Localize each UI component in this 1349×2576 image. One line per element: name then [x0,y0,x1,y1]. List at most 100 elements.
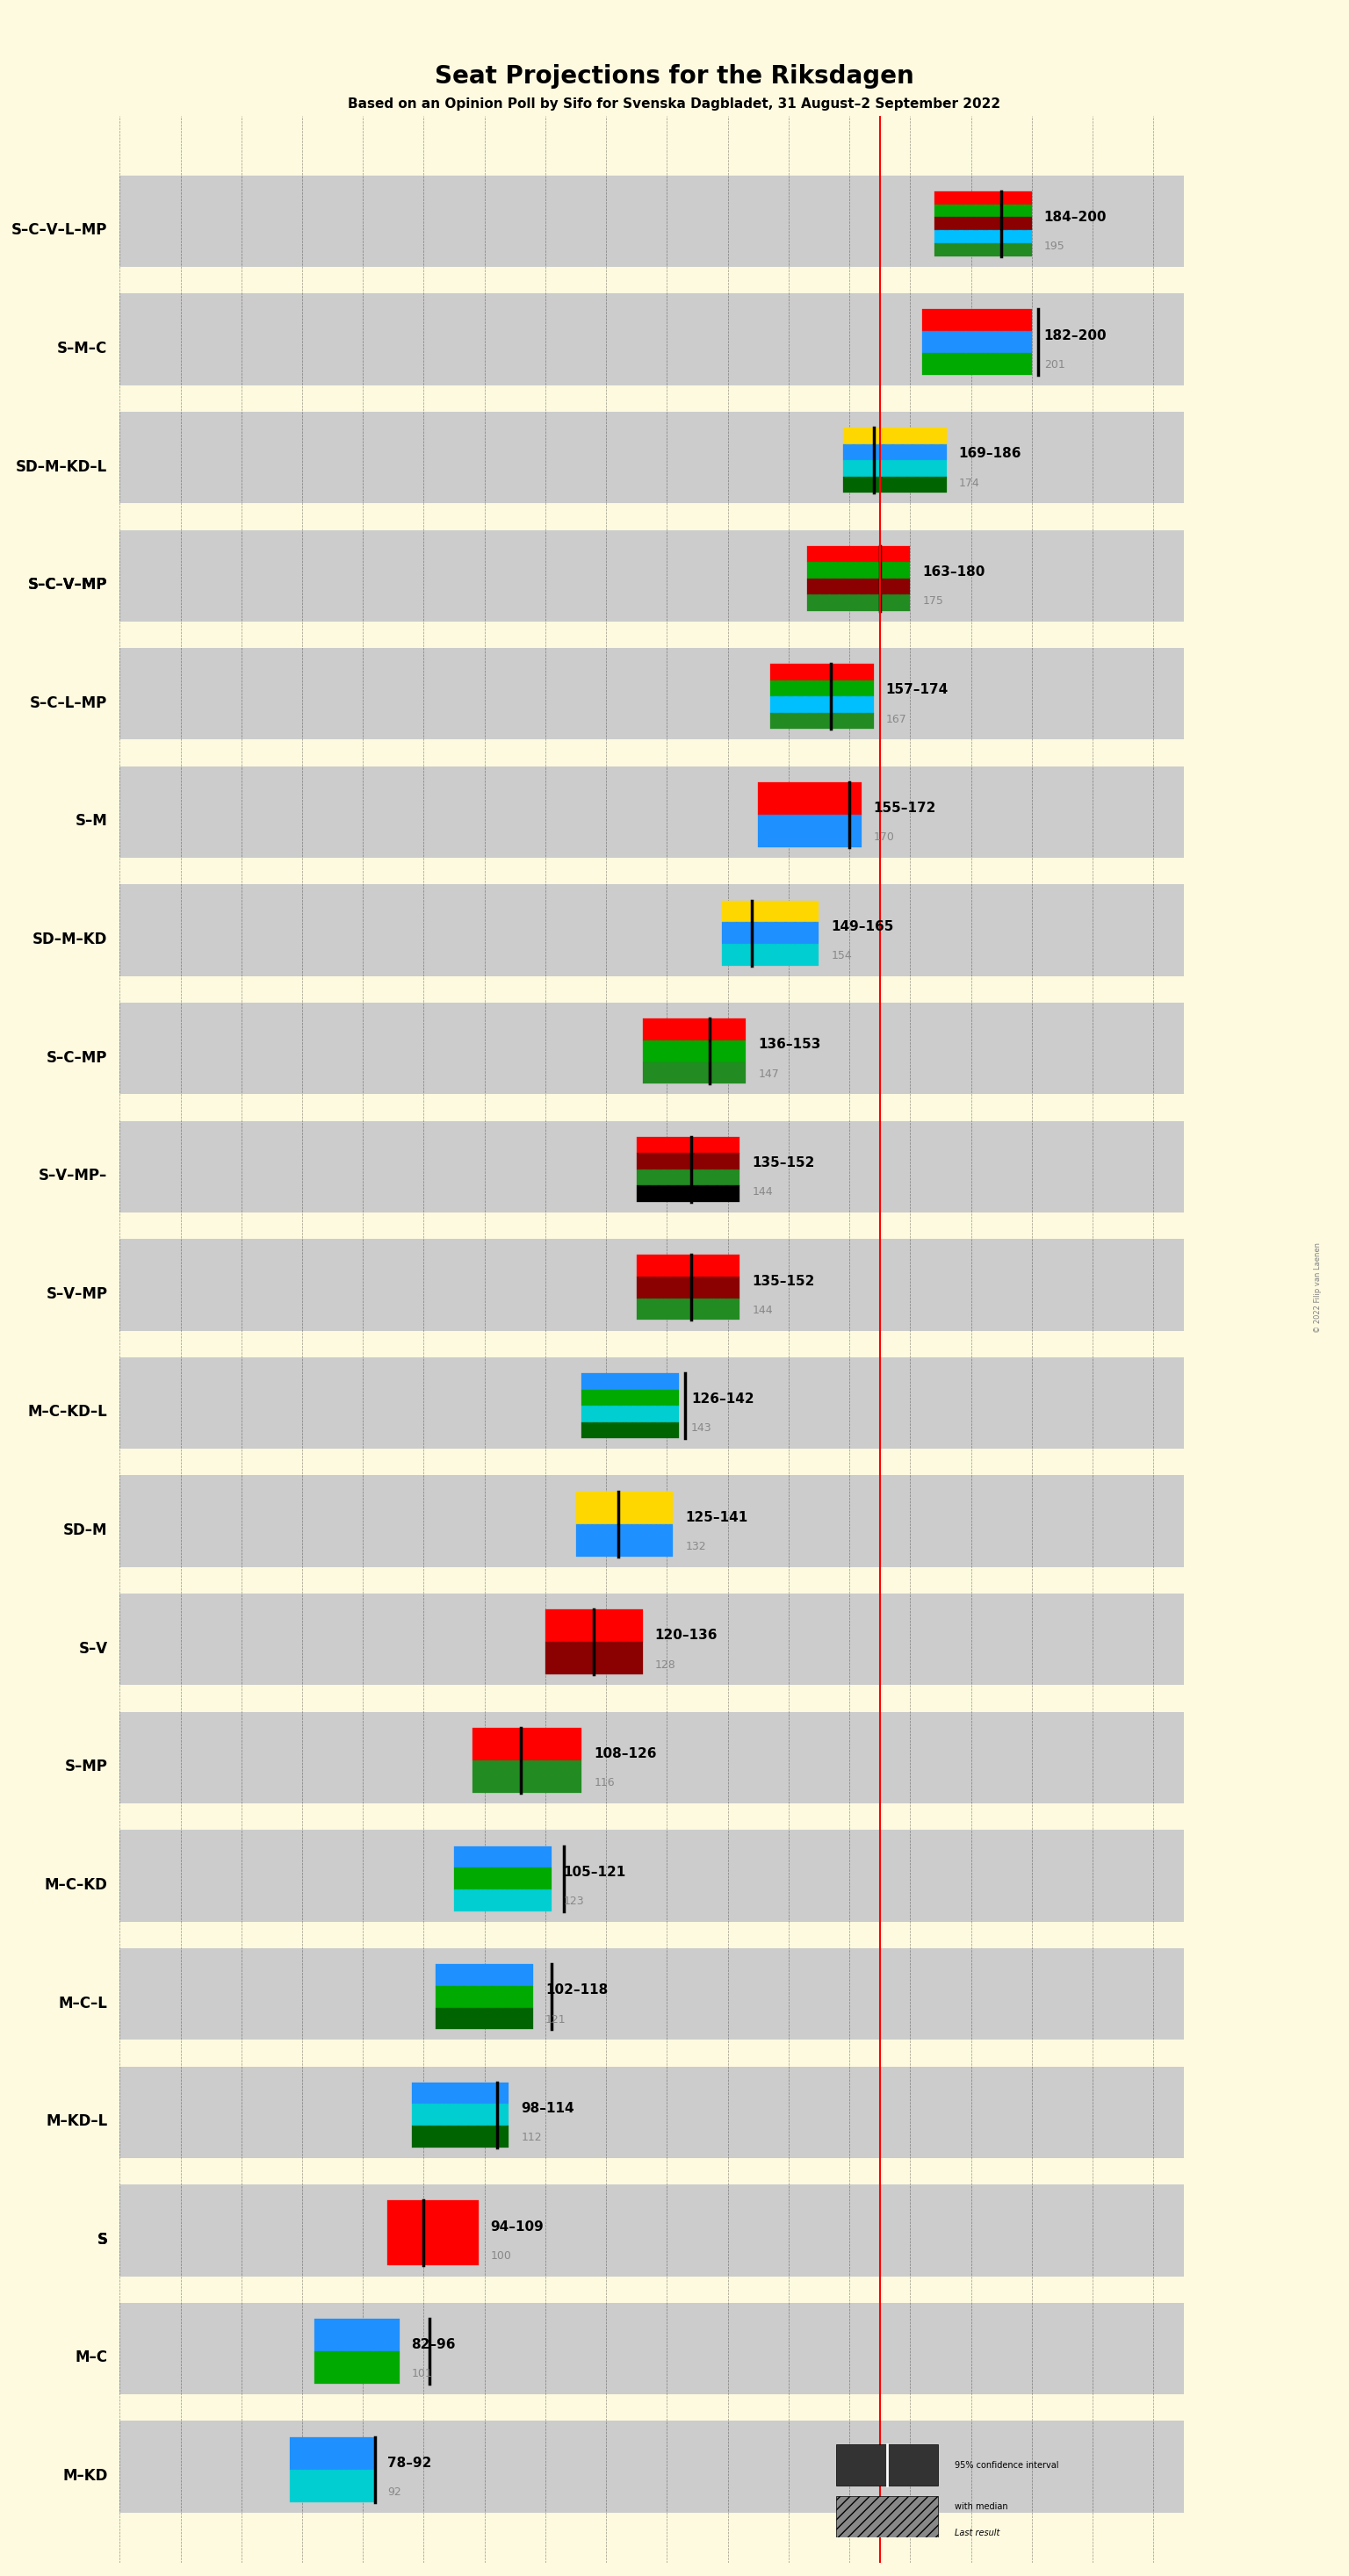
Bar [120,1947,1184,2040]
Bar [722,902,819,922]
Bar [387,2200,479,2264]
Text: 157–174: 157–174 [886,683,948,696]
Text: M–C–KD: M–C–KD [45,1878,108,1893]
Bar [758,783,862,814]
Bar [120,1121,1184,1213]
Text: 128: 128 [654,1659,676,1672]
Text: M–C: M–C [76,2349,108,2365]
Bar [758,814,862,848]
Text: S–C–V–MP: S–C–V–MP [28,577,108,592]
Bar [576,1492,673,1525]
Text: SD–M–KD–L: SD–M–KD–L [16,459,108,474]
Bar [120,2066,1184,2159]
Bar [843,461,947,477]
Bar [722,922,819,943]
Bar [472,1728,581,1759]
Bar [120,412,1184,502]
Text: 184–200: 184–200 [1044,211,1106,224]
Bar [642,1041,746,1061]
Bar [314,2352,399,2383]
Bar [581,1422,679,1437]
Bar [770,696,874,714]
Bar [935,242,1032,255]
Bar [758,814,862,848]
Bar [436,2007,533,2030]
Bar [722,902,819,922]
Bar [770,696,874,714]
Bar [642,1061,746,1084]
Text: S–M–C: S–M–C [57,340,108,355]
Bar [923,332,1032,353]
Bar [637,1255,739,1278]
Bar [576,1492,673,1525]
Bar [807,562,911,580]
Bar [436,2007,533,2030]
Bar [120,2303,1184,2396]
Bar [545,1641,642,1674]
Bar [642,1041,746,1061]
Text: S–V–MP: S–V–MP [46,1285,108,1301]
Text: S–M: S–M [76,814,108,829]
Bar [935,216,1032,229]
Bar [455,1868,552,1888]
Bar [120,1595,1184,1685]
Bar [472,1728,581,1759]
Bar [843,443,947,461]
Bar [581,1373,679,1388]
Text: 120–136: 120–136 [654,1628,718,1641]
Text: 135–152: 135–152 [753,1157,815,1170]
Bar [637,1278,739,1298]
Bar [455,1847,552,1868]
Bar [411,2125,509,2148]
Text: 132: 132 [685,1540,706,1553]
Text: 102–118: 102–118 [545,1984,608,1996]
Bar [637,1185,739,1203]
Text: 92: 92 [387,2486,401,2499]
Bar [120,1002,1184,1095]
Text: 135–152: 135–152 [753,1275,815,1288]
Text: M–C–L: M–C–L [58,1996,108,2012]
Text: Based on an Opinion Poll by Sifo for Svenska Dagbladet, 31 August–2 September 20: Based on an Opinion Poll by Sifo for Sve… [348,98,1001,111]
Bar [807,546,911,562]
Text: 149–165: 149–165 [831,920,894,933]
Bar [290,2470,375,2501]
Bar [120,1239,1184,1332]
Bar [545,1641,642,1674]
Bar [807,562,911,580]
Bar [576,1525,673,1556]
Bar [642,1061,746,1084]
Bar [935,191,1032,204]
Bar [545,1610,642,1641]
Bar [770,680,874,696]
Bar [935,242,1032,255]
Bar [120,765,1184,858]
Bar [935,204,1032,216]
Bar [411,2125,509,2148]
Bar [843,428,947,443]
Bar [581,1422,679,1437]
Bar [455,1847,552,1868]
Bar [290,2437,375,2470]
Bar [770,665,874,680]
Text: 169–186: 169–186 [959,448,1021,461]
Bar [436,1963,533,1986]
Bar [923,309,1032,332]
Bar [843,477,947,492]
Bar [770,665,874,680]
Text: 121: 121 [545,2014,567,2025]
Bar [545,1610,642,1641]
Bar [455,1888,552,1911]
Bar [923,309,1032,332]
Bar [436,1963,533,1986]
Bar [120,531,1184,621]
Bar [120,649,1184,739]
Bar [637,1154,739,1170]
Text: M–KD–L: M–KD–L [46,2112,108,2130]
Bar [120,1829,1184,1922]
Bar [314,2318,399,2352]
Bar [637,1136,739,1154]
Bar [120,884,1184,976]
Bar [770,680,874,696]
Bar [843,428,947,443]
Text: S–C–V–L–MP: S–C–V–L–MP [12,222,108,237]
